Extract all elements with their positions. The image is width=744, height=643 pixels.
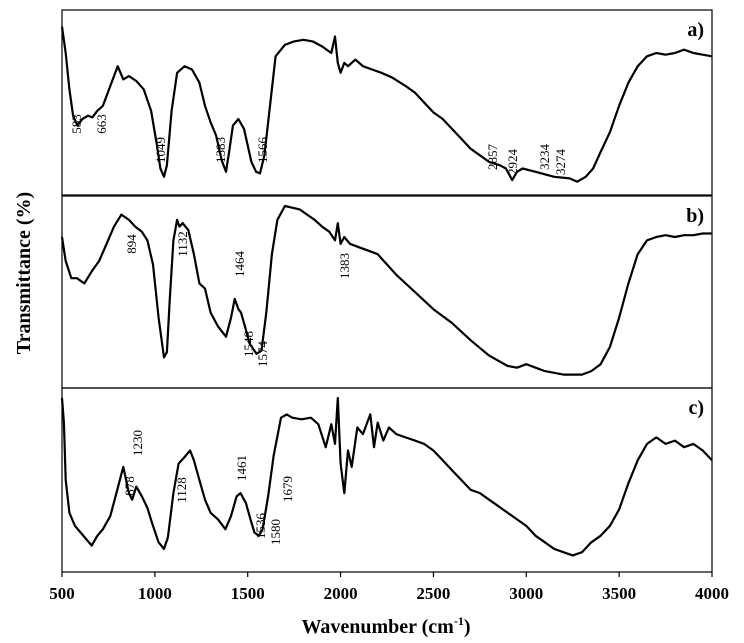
peak-label: 1128 <box>174 477 189 503</box>
x-tick-label: 1500 <box>231 584 265 603</box>
peak-label: 2924 <box>505 149 520 176</box>
peak-label: 1679 <box>280 476 295 502</box>
peak-label: 1383 <box>337 253 352 279</box>
panels-group: a) 583 663 1049 1383 1566 2857 2924 3234 3274 b) 89… <box>60 9 713 573</box>
panel-3: c) 1230 878 1128 1461 1536 1580 1679 <box>60 387 713 573</box>
x-tick-label: 4000 <box>695 584 729 603</box>
spectrum-line <box>60 396 713 557</box>
x-axis-title-close: ) <box>464 616 471 638</box>
spectrum-line <box>60 204 712 376</box>
x-axis: 500 1000 1500 2000 2500 3000 3500 4000 <box>49 572 729 603</box>
panel-label: b) <box>686 205 704 227</box>
panel-frame <box>61 9 713 196</box>
x-tick-label: 3000 <box>509 584 543 603</box>
peak-label: 1566 <box>255 137 270 164</box>
x-tick-label: 2500 <box>416 584 450 603</box>
spectrum-line <box>60 26 713 183</box>
peak-label: 1548 <box>241 331 256 357</box>
peak-label: 2857 <box>485 144 500 171</box>
peak-label: 1461 <box>234 455 249 481</box>
peak-label: 3234 <box>537 144 552 171</box>
peak-label: 894 <box>124 234 139 254</box>
x-tick-label: 1000 <box>138 584 172 603</box>
peak-label: 3274 <box>553 149 568 176</box>
y-axis-title: Transmittance (%) <box>13 192 35 354</box>
peak-label: 1574 <box>255 341 270 368</box>
peak-label: 878 <box>122 476 137 496</box>
panel-2: b) 894 1132 1464 1383 1548 1574 <box>60 195 713 389</box>
peak-label: 663 <box>94 114 109 134</box>
peak-label: 1230 <box>130 430 145 456</box>
x-axis-title-sup: -1 <box>454 614 464 628</box>
panel-1: a) 583 663 1049 1383 1566 2857 2924 3234 3274 <box>60 9 713 196</box>
peak-label: 1464 <box>232 251 247 278</box>
x-axis-title-main: Wavenumber (cm <box>301 616 454 638</box>
peak-label: 1049 <box>153 137 168 163</box>
x-axis-title: Wavenumber (cm-1) <box>301 614 470 638</box>
peak-label: 583 <box>69 114 84 134</box>
peak-label: 1536 <box>253 513 268 540</box>
panel-frame <box>61 387 713 573</box>
peak-label: 1383 <box>213 137 228 163</box>
panel-label: c) <box>688 397 704 419</box>
x-tick-label: 2000 <box>324 584 358 603</box>
x-tick-label: 3500 <box>602 584 636 603</box>
peak-label: 1132 <box>175 231 190 257</box>
panel-label: a) <box>687 19 704 41</box>
x-tick-label: 500 <box>49 584 75 603</box>
peak-label: 1580 <box>268 519 283 545</box>
panel-frame <box>61 195 713 389</box>
